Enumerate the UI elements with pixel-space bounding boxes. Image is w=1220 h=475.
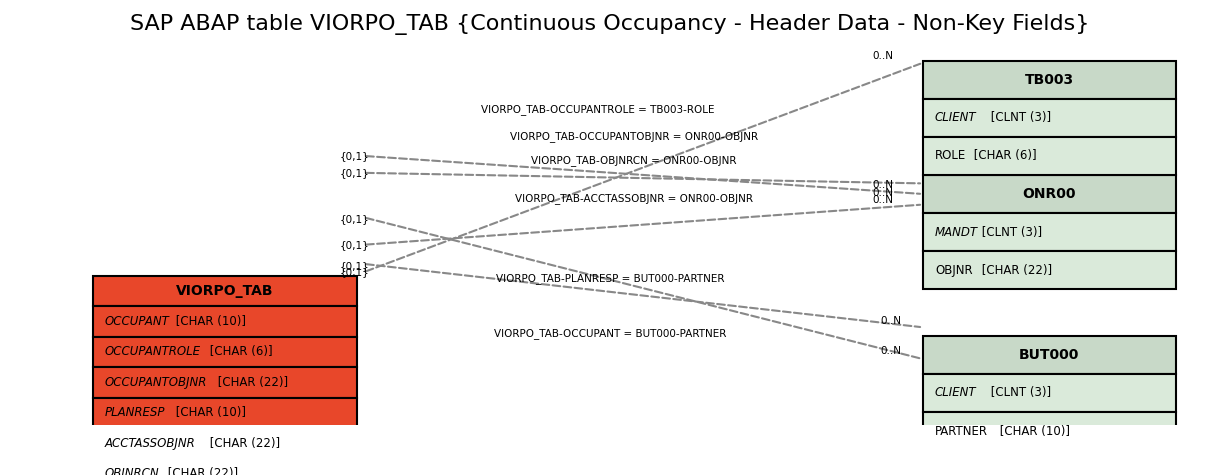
Text: OBJNRCN: OBJNRCN [105,467,160,475]
Text: [CHAR (22)]: [CHAR (22)] [978,264,1053,276]
Text: ACCTASSOBJNR: ACCTASSOBJNR [105,437,195,450]
Text: OCCUPANT: OCCUPANT [105,315,170,328]
Text: [CHAR (22)]: [CHAR (22)] [163,467,238,475]
Text: [CHAR (22)]: [CHAR (22)] [214,376,288,389]
Text: VIORPO_TAB: VIORPO_TAB [176,284,273,298]
Text: ONR00: ONR00 [1022,187,1076,201]
Text: VIORPO_TAB-OCCUPANTOBJNR = ONR00-OBJNR: VIORPO_TAB-OCCUPANTOBJNR = ONR00-OBJNR [510,132,758,142]
Text: {0,1}: {0,1} [339,267,370,277]
Text: 0..N: 0..N [872,188,893,198]
Text: [CLNT (3)]: [CLNT (3)] [987,111,1050,124]
Text: BUT000: BUT000 [1019,348,1080,362]
Text: {0,1}: {0,1} [339,261,370,271]
Text: VIORPO_TAB-PLANRESP = BUT000-PARTNER: VIORPO_TAB-PLANRESP = BUT000-PARTNER [495,273,725,284]
FancyBboxPatch shape [93,367,357,398]
Text: 0..N: 0..N [872,51,893,61]
FancyBboxPatch shape [93,337,357,367]
FancyBboxPatch shape [922,336,1176,374]
FancyBboxPatch shape [93,276,357,306]
Text: CLIENT: CLIENT [935,387,976,399]
Text: MANDT: MANDT [935,226,978,238]
Text: PLANRESP: PLANRESP [105,406,165,419]
FancyBboxPatch shape [922,99,1176,137]
FancyBboxPatch shape [922,213,1176,251]
Text: 0..N: 0..N [872,195,893,205]
Text: [CHAR (6)]: [CHAR (6)] [206,345,272,358]
Text: [CLNT (3)]: [CLNT (3)] [978,226,1042,238]
FancyBboxPatch shape [922,412,1176,450]
FancyBboxPatch shape [922,61,1176,99]
Text: {0,1}: {0,1} [339,151,370,161]
FancyBboxPatch shape [93,306,357,337]
Text: CLIENT: CLIENT [935,111,976,124]
Text: {0,1}: {0,1} [339,214,370,224]
Text: 0..N: 0..N [881,316,902,326]
Text: TB003: TB003 [1025,73,1074,87]
FancyBboxPatch shape [93,398,357,428]
Text: OCCUPANTROLE: OCCUPANTROLE [105,345,200,358]
Text: [CLNT (3)]: [CLNT (3)] [987,387,1050,399]
FancyBboxPatch shape [93,458,357,475]
Text: [CHAR (10)]: [CHAR (10)] [172,406,246,419]
Text: SAP ABAP table VIORPO_TAB {Continuous Occupancy - Header Data - Non-Key Fields}: SAP ABAP table VIORPO_TAB {Continuous Oc… [131,14,1089,35]
Text: [CHAR (10)]: [CHAR (10)] [996,425,1070,437]
Text: {0,1}: {0,1} [339,240,370,250]
FancyBboxPatch shape [922,137,1176,175]
FancyBboxPatch shape [922,175,1176,213]
Text: [CHAR (22)]: [CHAR (22)] [206,437,279,450]
Text: VIORPO_TAB-OCCUPANT = BUT000-PARTNER: VIORPO_TAB-OCCUPANT = BUT000-PARTNER [494,328,726,339]
Text: OCCUPANTOBJNR: OCCUPANTOBJNR [105,376,207,389]
FancyBboxPatch shape [922,374,1176,412]
Text: {0,1}: {0,1} [339,168,370,178]
Text: ROLE: ROLE [935,150,966,162]
Text: OBJNR: OBJNR [935,264,972,276]
Text: VIORPO_TAB-OCCUPANTROLE = TB003-ROLE: VIORPO_TAB-OCCUPANTROLE = TB003-ROLE [481,104,715,115]
FancyBboxPatch shape [922,251,1176,289]
Text: [CHAR (10)]: [CHAR (10)] [172,315,246,328]
Text: VIORPO_TAB-OBJNRCN = ONR00-OBJNR: VIORPO_TAB-OBJNRCN = ONR00-OBJNR [532,155,737,166]
Text: [CHAR (6)]: [CHAR (6)] [970,150,1036,162]
FancyBboxPatch shape [93,428,357,458]
Text: 0..N: 0..N [881,346,902,356]
Text: VIORPO_TAB-ACCTASSOBJNR = ONR00-OBJNR: VIORPO_TAB-ACCTASSOBJNR = ONR00-OBJNR [515,193,753,204]
Text: PARTNER: PARTNER [935,425,988,437]
Text: 0..N: 0..N [872,180,893,190]
